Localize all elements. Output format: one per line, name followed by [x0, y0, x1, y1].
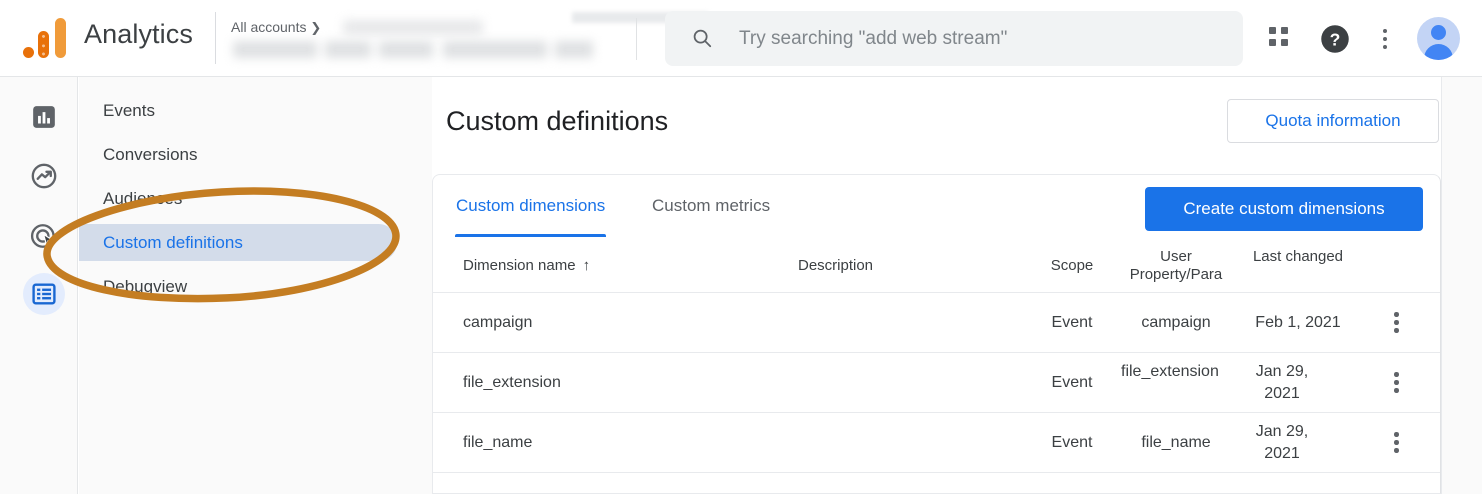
advertising-target-icon [30, 224, 55, 248]
configure-list-icon [32, 283, 56, 305]
cell-user-property: file_name [1141, 434, 1211, 451]
breadcrumb-top-chip-redacted [572, 12, 708, 23]
app-title: Analytics [84, 19, 193, 49]
google-analytics-logo-icon [22, 14, 68, 62]
rail-item-configure[interactable] [23, 273, 65, 315]
sort-ascending-icon: ↑ [582, 257, 591, 274]
column-header-dimension-name[interactable]: Dimension name ↑ [463, 257, 590, 275]
sidebar-item-label: Events [103, 100, 155, 120]
search-icon [693, 29, 712, 48]
sidebar-item-label: Audiences [103, 188, 183, 208]
sidebar-item-debugview[interactable]: Debugview [79, 268, 397, 305]
column-header-scope[interactable]: Scope [1050, 257, 1094, 274]
cell-last-changed: Jan 29, 2021 [1255, 363, 1309, 402]
page-right-gutter [1441, 77, 1482, 494]
cell-dimension-name: file_name [463, 434, 533, 451]
tab-custom-metrics[interactable]: Custom metrics [651, 175, 771, 237]
cell-dimension-name: file_extension [463, 374, 561, 391]
cell-user-property: campaign [1141, 314, 1211, 331]
row-kebab-icon[interactable] [1385, 429, 1407, 457]
cell-scope: Event [1051, 314, 1093, 331]
row-kebab-icon[interactable] [1385, 369, 1407, 397]
chevron-right-icon: ❯ [310, 20, 322, 35]
table-row[interactable]: file_name Event file_name Jan 29, 2021 [433, 413, 1440, 473]
table-row[interactable]: file_extension Event file_extension Jan … [433, 353, 1440, 413]
breadcrumb[interactable]: All accounts ❯ [231, 12, 708, 66]
breadcrumb-all-accounts[interactable]: All accounts ❯ [231, 19, 321, 36]
sidebar-item-events[interactable]: Events [79, 92, 397, 129]
tab-custom-dimensions[interactable]: Custom dimensions [455, 175, 607, 237]
title-divider [215, 12, 216, 64]
svg-text:?: ? [1330, 30, 1341, 50]
cell-scope: Event [1051, 434, 1093, 451]
left-icon-rail [0, 77, 78, 494]
tab-custom-metrics-label: Custom metrics [652, 196, 771, 215]
reports-bar-chart-icon [33, 106, 55, 128]
sidebar-item-label: Debugview [103, 276, 188, 296]
breadcrumb-property-redacted [233, 41, 601, 58]
top-bar: Analytics All accounts ❯ Try searching "… [0, 0, 1482, 77]
tab-custom-dimensions-label: Custom dimensions [456, 196, 606, 215]
sidebar-item-label: Conversions [103, 144, 198, 164]
rail-item-advertising[interactable] [23, 215, 65, 257]
table-row[interactable]: campaign Event campaign Feb 1, 2021 [433, 293, 1440, 353]
secondary-nav: Events Conversions Audiences Custom defi… [79, 77, 432, 494]
cell-last-changed: Jan 29, 2021 [1255, 423, 1309, 462]
breadcrumb-all-accounts-label: All accounts [231, 19, 307, 35]
cell-dimension-name: campaign [463, 314, 533, 331]
table-header-row: Dimension name ↑ Description Scope User … [433, 237, 1440, 293]
create-custom-dimensions-label: Create custom dimensions [1183, 199, 1385, 218]
create-custom-dimensions-button[interactable]: Create custom dimensions [1145, 187, 1423, 231]
column-header-last-changed[interactable]: Last changed [1252, 248, 1344, 265]
breadcrumb-divider [636, 18, 637, 60]
help-circle-icon[interactable]: ? [1320, 24, 1350, 54]
quota-information-label: Quota information [1265, 111, 1401, 130]
page-title: Custom definitions [446, 106, 669, 136]
custom-definitions-card: Custom dimensions Custom metrics Create … [432, 174, 1441, 494]
column-header-description[interactable]: Description [798, 257, 874, 274]
column-header-user-property[interactable]: User Property/Para [1129, 248, 1223, 283]
cell-last-changed: Feb 1, 2021 [1255, 314, 1341, 331]
sidebar-item-conversions[interactable]: Conversions [79, 136, 397, 173]
explore-compass-icon [31, 163, 57, 189]
sidebar-item-label: Custom definitions [103, 232, 243, 252]
quota-information-button[interactable]: Quota information [1227, 99, 1439, 143]
user-avatar-icon[interactable] [1417, 17, 1460, 60]
breadcrumb-account-redacted [343, 20, 483, 35]
search-bar[interactable]: Try searching "add web stream" [665, 11, 1243, 66]
search-input-placeholder[interactable]: Try searching "add web stream" [739, 28, 1008, 49]
main-content: Custom definitions Quota information Cus… [432, 77, 1482, 494]
sidebar-item-audiences[interactable]: Audiences [79, 180, 397, 217]
row-kebab-icon[interactable] [1385, 309, 1407, 337]
column-header-dimension-name-label: Dimension name [463, 257, 576, 274]
tab-bar: Custom dimensions Custom metrics Create … [433, 175, 1440, 237]
rail-item-explore[interactable] [23, 155, 65, 197]
top-kebab-menu-icon[interactable] [1374, 24, 1396, 54]
rail-item-reports[interactable] [23, 96, 65, 138]
apps-grid-icon[interactable] [1268, 26, 1294, 52]
cell-scope: Event [1051, 374, 1093, 391]
cell-user-property: file_extension [1121, 363, 1219, 380]
sidebar-item-custom-definitions[interactable]: Custom definitions [79, 224, 397, 261]
